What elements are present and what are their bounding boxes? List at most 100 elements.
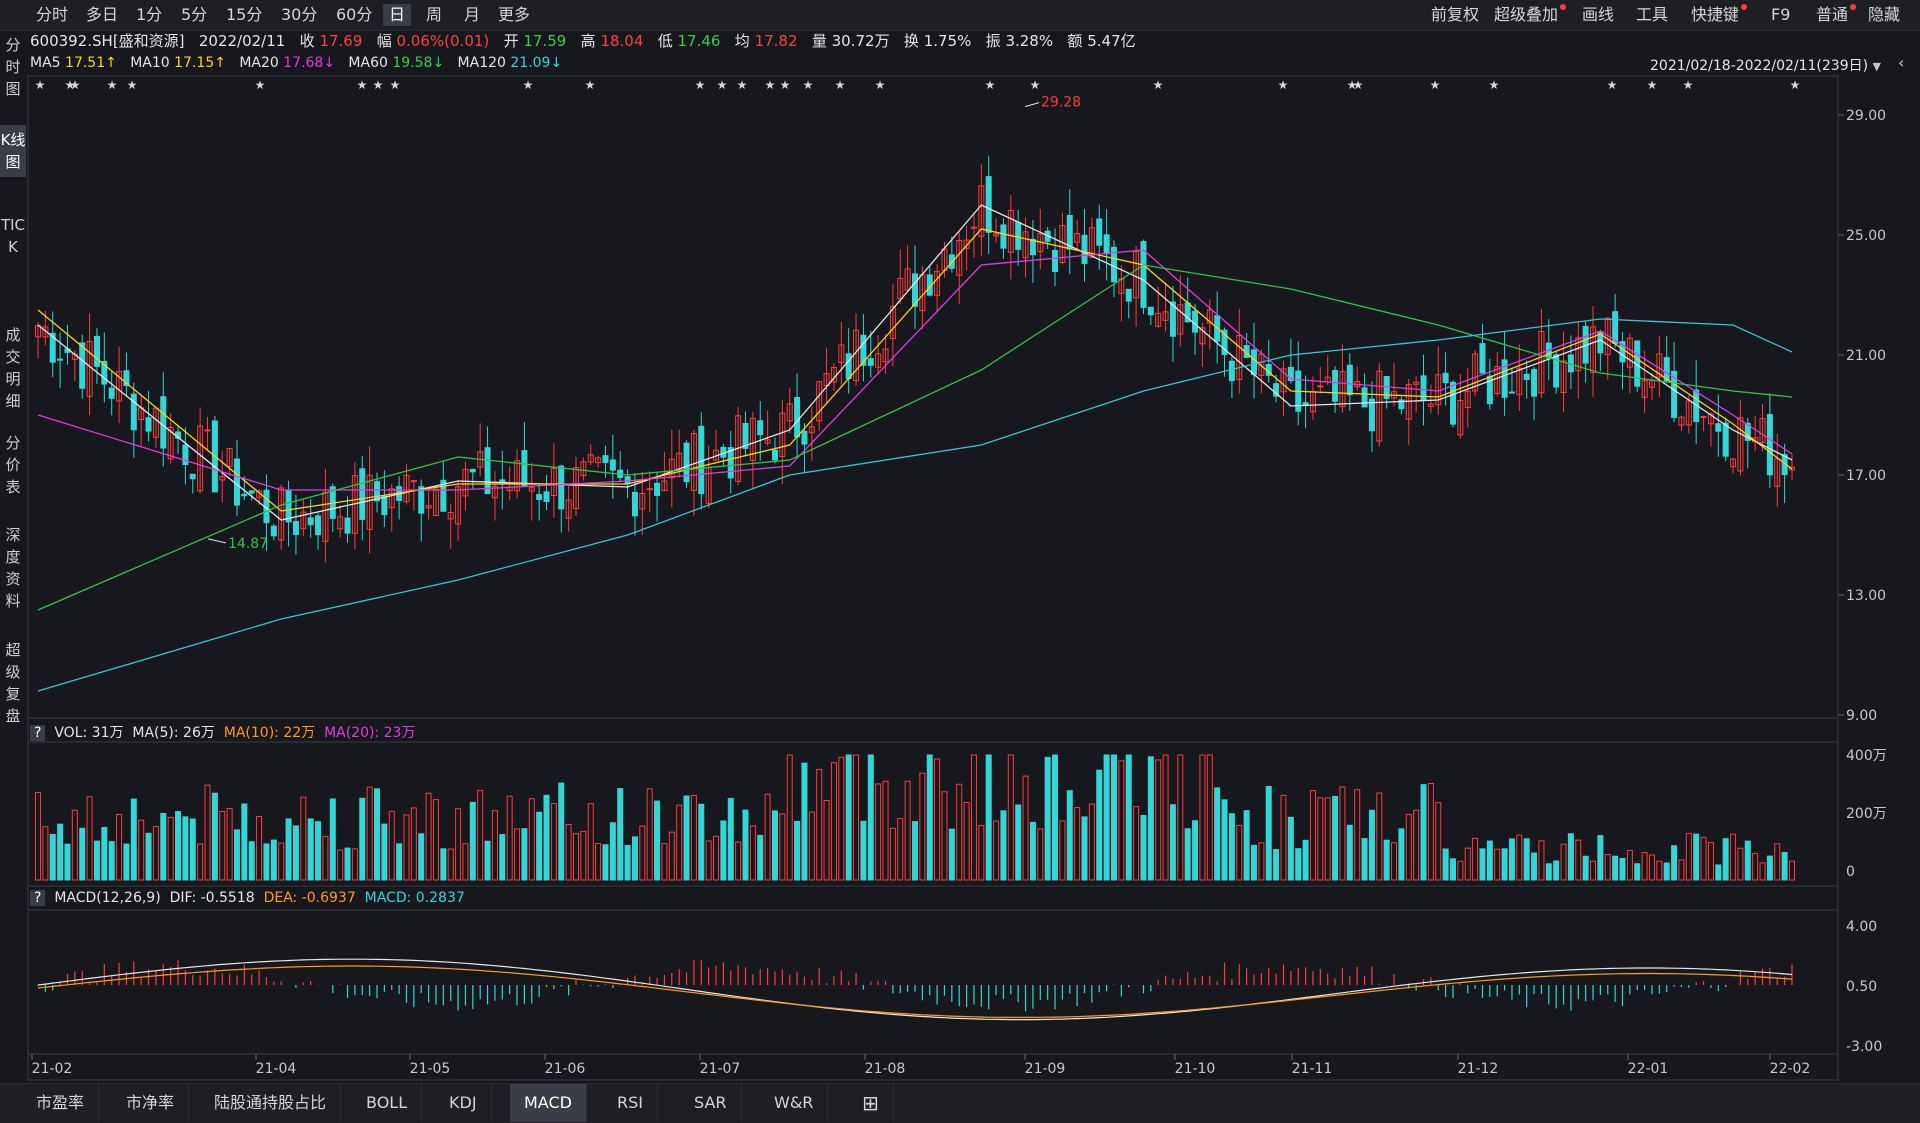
candle-body — [1516, 367, 1523, 396]
volume-bar — [1015, 804, 1022, 881]
price-axis-label: 29.00 — [1846, 108, 1886, 124]
volume-axis-label: 400万 — [1846, 748, 1887, 764]
volume-bar — [801, 762, 808, 881]
volume-bar — [993, 820, 1000, 881]
candle-body — [1287, 366, 1294, 382]
bottom-tab-5[interactable]: MACD — [510, 1084, 587, 1122]
period-8-button[interactable]: 周 — [426, 5, 443, 24]
macd-help-icon[interactable]: ? — [30, 890, 46, 906]
candle-body — [1199, 327, 1206, 345]
volume-bar — [1022, 775, 1029, 881]
bottom-tab-2[interactable]: 陆股通持股占比 — [200, 1084, 342, 1122]
volume-bar — [1110, 754, 1117, 881]
candle-body — [1155, 312, 1162, 327]
toolbar-item-4-button[interactable]: 快捷键 — [1685, 4, 1753, 26]
candle-body — [182, 444, 189, 466]
toolbar-item-5-button[interactable]: F9 — [1771, 5, 1791, 24]
volume-bar — [1346, 824, 1353, 881]
left-tab-4[interactable]: 分价表 — [5, 434, 21, 496]
candle-body — [432, 488, 439, 516]
period-4-button[interactable]: 15分 — [226, 5, 263, 24]
toolbar-item-7-button[interactable]: 隐藏 — [1868, 5, 1901, 24]
candle-body — [580, 461, 587, 477]
period-10-button[interactable]: 更多 — [498, 5, 531, 24]
candle-body — [1685, 400, 1692, 426]
price-axis-label: 17.00 — [1846, 468, 1886, 484]
candle-body — [1427, 403, 1434, 407]
period-0-button[interactable]: 分时 — [36, 5, 69, 24]
left-tab-3[interactable]: 成交明细 — [5, 326, 21, 410]
bottom-tab-8[interactable]: W&R — [760, 1084, 829, 1122]
ma60-value: 19.58↓ — [392, 55, 445, 71]
volume-bar — [108, 841, 115, 881]
toolbar-item-0-button[interactable]: 前复权 — [1431, 5, 1480, 24]
volume-bar — [1405, 813, 1412, 881]
volume-bar — [1722, 838, 1729, 881]
kline-chart[interactable]: ★ ★★ ★ ★ ★ ★ ★ ★ ★ ★ ★ ★ ★ ★ ★ ★ ★ ★ ★ ★ ★ ★ ★★ ★ ★ ★ ★ ★ ★ 29.0025.… — [0, 0, 1920, 1083]
date-axis-label: 21-06 — [545, 1061, 586, 1077]
volume-help-icon[interactable]: ? — [30, 725, 46, 741]
volume-bar — [285, 818, 292, 881]
volume-bar — [1398, 828, 1405, 881]
volume-bar — [1280, 794, 1287, 881]
macd-axis-label: -3.00 — [1846, 1039, 1882, 1055]
volume-bar — [816, 768, 823, 881]
volume-bar — [1604, 854, 1611, 881]
period-7-button[interactable]: 日 — [383, 4, 412, 26]
toolbar-item-6-button[interactable]: 普通 — [1810, 4, 1862, 26]
candle-body — [1663, 357, 1670, 381]
volume-bar — [1449, 858, 1456, 881]
candle-body — [1722, 422, 1729, 457]
candle-body — [307, 517, 314, 526]
turnover-value: 1.75% — [923, 32, 972, 50]
candle-body — [1501, 359, 1508, 398]
range-dropdown-icon[interactable]: ▼ — [1872, 60, 1882, 73]
bottom-tab-3[interactable]: BOLL — [352, 1084, 423, 1122]
macd-axis-label: 4.00 — [1846, 919, 1877, 935]
volume-bar — [1479, 848, 1486, 881]
left-tab-6[interactable]: 超级复盘 — [5, 641, 21, 725]
volume-bar — [329, 798, 336, 881]
volume-bar — [882, 780, 889, 881]
left-tab-1[interactable]: K线图 — [0, 125, 26, 177]
candle-body — [1604, 317, 1611, 356]
bottom-tab-7[interactable]: SAR — [680, 1084, 742, 1122]
candle-body — [204, 429, 211, 432]
bottom-tab-0[interactable]: 市盈率 — [22, 1084, 100, 1122]
candle-body — [1317, 385, 1324, 388]
candle-body — [1339, 371, 1346, 408]
candle-body — [661, 480, 668, 491]
volume-bar — [668, 831, 675, 881]
volume-bar — [101, 826, 108, 881]
period-1-button[interactable]: 多日 — [86, 5, 119, 24]
volume-bar — [315, 821, 322, 881]
left-tab-5[interactable]: 深度资料 — [5, 526, 21, 610]
candle-body — [683, 442, 690, 483]
date-axis-label: 21-05 — [410, 1061, 451, 1077]
period-9-button[interactable]: 月 — [464, 5, 481, 24]
low-value: 17.46 — [677, 32, 721, 50]
volume-bar — [889, 827, 896, 881]
collapse-chevron-icon[interactable]: ‹ — [1898, 53, 1905, 72]
volume-bar — [263, 843, 270, 881]
period-5-button[interactable]: 30分 — [281, 5, 318, 24]
left-tab-2[interactable]: TICK — [0, 216, 26, 256]
period-2-button[interactable]: 1分 — [136, 5, 163, 24]
candle-body — [189, 473, 196, 480]
left-tab-0[interactable]: 分时图 — [5, 36, 21, 98]
bottom-tab-6[interactable]: RSI — [603, 1084, 658, 1122]
date-range[interactable]: 2021/02/18-2022/02/11(239日) ▼ — [1650, 58, 1882, 74]
volume-bar — [978, 825, 985, 881]
toolbar-item-1-button[interactable]: 超级叠加 — [1488, 4, 1572, 26]
volume-bar — [1133, 806, 1140, 881]
period-6-button[interactable]: 60分 — [336, 5, 373, 24]
add-tab-icon[interactable]: ⊞ — [848, 1084, 894, 1122]
bottom-tab-1[interactable]: 市净率 — [112, 1084, 190, 1122]
toolbar-item-2-button[interactable]: 画线 — [1582, 5, 1615, 24]
candle-body — [1531, 368, 1538, 397]
bottom-tab-4[interactable]: KDJ — [435, 1084, 492, 1122]
price-axis-label: 21.00 — [1846, 348, 1886, 364]
toolbar-item-3-button[interactable]: 工具 — [1636, 5, 1669, 24]
period-3-button[interactable]: 5分 — [181, 5, 208, 24]
candle-body — [270, 525, 277, 537]
